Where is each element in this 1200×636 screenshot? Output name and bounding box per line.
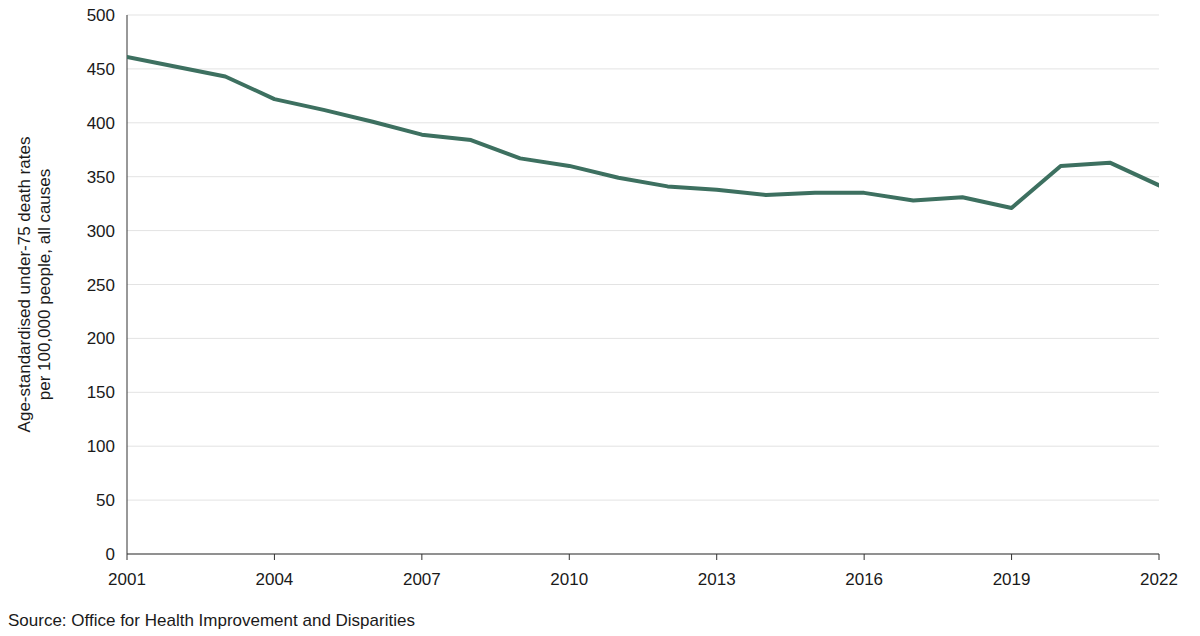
x-tick-label: 2007 [403,570,441,589]
y-tick-label: 300 [87,222,115,241]
x-tick [716,554,717,560]
x-tick [569,554,570,560]
y-tick-label: 500 [87,6,115,25]
y-grid: 0 50 100 150 200 250 300 350 400 450 500 [87,6,1159,564]
x-tick-label: 2004 [256,570,294,589]
x-ticks: 2001 2004 2007 2010 2013 2016 2019 2022 [108,554,1178,589]
y-tick-label: 150 [87,383,115,402]
x-tick [274,554,275,560]
grid-line [127,68,1159,69]
y-tick-label: 0 [106,545,115,564]
y-tick-label: 450 [87,60,115,79]
y-tick-label: 400 [87,114,115,133]
data-line [127,57,1159,208]
x-axis-line [127,553,1159,554]
x-tick [127,554,128,560]
x-tick-label: 2013 [698,570,736,589]
y-tick-label: 250 [87,276,115,295]
source-note: Source: Office for Health Improvement an… [8,611,415,630]
y-axis-line [127,15,128,554]
grid-line [127,284,1159,285]
grid-line [127,338,1159,339]
y-axis-label-line: per 100,000 people, all causes [35,169,54,401]
x-tick [864,554,865,560]
x-tick [1011,554,1012,560]
y-tick-label: 350 [87,168,115,187]
x-tick-label: 2001 [108,570,146,589]
grid-line [127,176,1159,177]
x-tick-label: 2016 [845,570,883,589]
grid-line [127,230,1159,231]
y-axis-label: Age-standardised under-75 death ratesper… [15,137,54,433]
x-tick-label: 2010 [550,570,588,589]
chart: 0501001502002503003504004505002001200420… [0,0,1200,636]
x-tick [421,554,422,560]
x-tick-label: 2019 [993,570,1031,589]
grid-line [127,392,1159,393]
x-tick-label: 2022 [1140,570,1178,589]
grid-line [127,446,1159,447]
grid-line [127,122,1159,123]
grid-line [127,500,1159,501]
y-axis-label-line: Age-standardised under-75 death rates [15,137,34,433]
grid-line [127,554,1159,555]
y-tick-label: 200 [87,329,115,348]
y-tick-label: 50 [96,491,115,510]
x-tick [1159,554,1160,560]
y-tick-label: 100 [87,437,115,456]
series-group [127,57,1159,208]
grid-line [127,15,1159,16]
